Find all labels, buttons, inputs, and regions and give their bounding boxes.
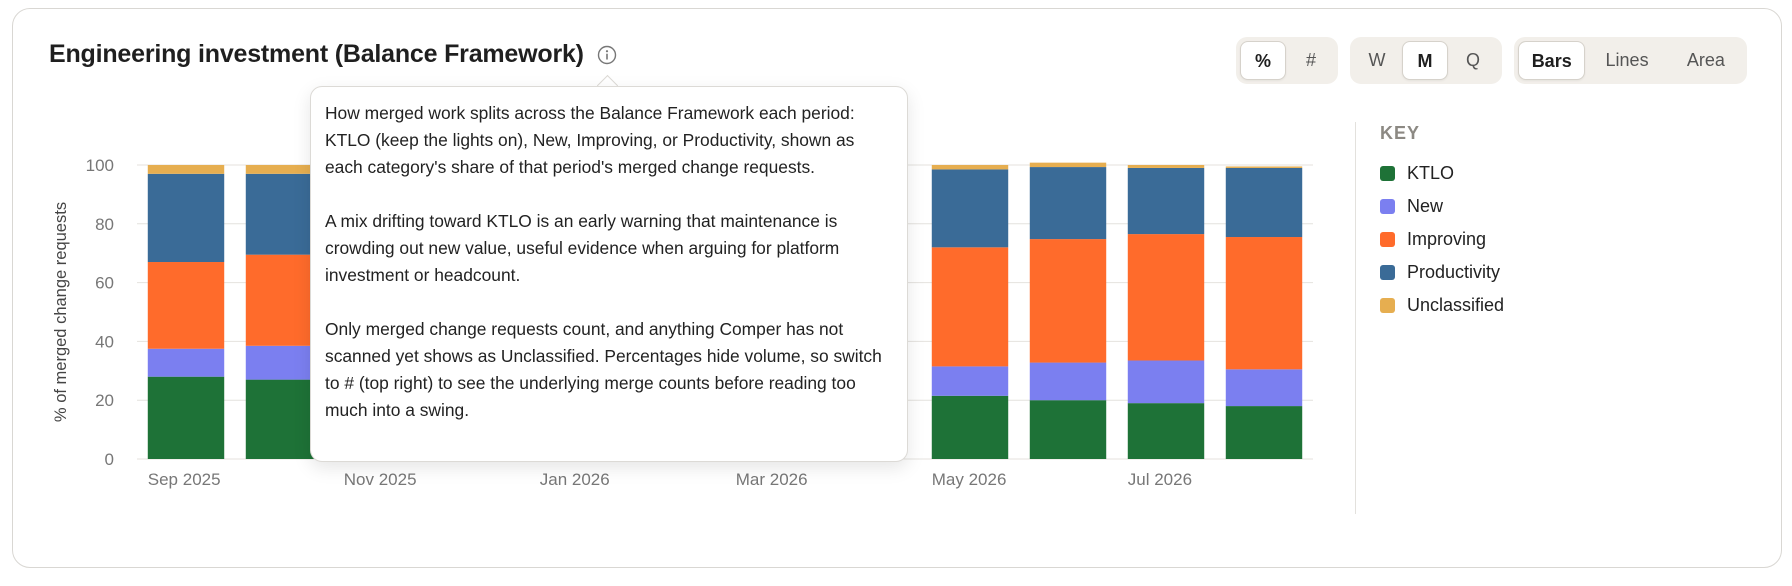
y-tick-label: 100 [86,156,114,175]
bar-segment-new [1225,369,1303,407]
key-swatch [1380,165,1395,181]
x-tick-label: Jan 2026 [540,470,610,489]
key-label: Unclassified [1407,294,1505,315]
bar-segment-productivity [1127,167,1205,235]
bar-segment-unclassified [931,165,1009,170]
bar-segment-ktlo [1225,406,1303,459]
chart-title: Engineering investment (Balance Framewor… [49,40,584,68]
bar-segment-unclassified [147,165,225,174]
key-swatch [1380,264,1395,280]
chart-type-bars-button[interactable]: Bars [1518,41,1586,80]
bar-segment-ktlo [1127,403,1205,459]
info-icon[interactable] [597,45,617,65]
units-percent-button[interactable]: % [1240,41,1286,80]
bar-segment-ktlo [1029,400,1107,459]
granularity-toggle: W M Q [1350,37,1502,84]
y-tick-label: 60 [95,274,114,293]
x-tick-label: Jul 2026 [1128,470,1192,489]
bar-segment-productivity [1225,167,1303,238]
bar-segment-unclassified [1225,166,1303,168]
key-item-new: New [1380,194,1443,218]
bar-segment-improving [1225,237,1303,370]
key-title: KEY [1380,123,1421,143]
key-label: New [1407,195,1444,216]
units-toggle: % # [1236,37,1338,84]
bar-segment-improving [1127,234,1205,361]
x-tick-label: May 2026 [932,470,1007,489]
x-tick-label: Sep 2025 [148,470,221,489]
tooltip-paragraph: How merged work splits across the Balanc… [325,103,855,177]
key-swatch [1380,198,1395,214]
granularity-week-button[interactable]: W [1368,50,1386,70]
granularity-month-button[interactable]: M [1402,41,1448,80]
key-swatch [1380,231,1395,247]
units-count-button[interactable]: # [1305,50,1316,70]
tooltip-paragraph: A mix drifting toward KTLO is an early w… [325,211,840,285]
bar-segment-improving [931,247,1009,367]
key-item-ktlo: KTLO [1380,161,1454,185]
bar-segment-productivity [1029,167,1107,240]
chart-type-lines-button[interactable]: Lines [1605,50,1649,70]
y-tick-label: 80 [95,215,114,234]
bar-segment-unclassified [245,165,323,174]
chart-type-area-button[interactable]: Area [1686,50,1725,70]
bar-segment-new [245,345,323,380]
bar-segment-unclassified [1127,165,1205,168]
bar-segment-new [147,348,225,377]
bar-segment-new [1029,362,1107,401]
x-tick-label: Mar 2026 [736,470,808,489]
tooltip-paragraph: Only merged change requests count, and a… [325,319,882,420]
key-item-productivity: Productivity [1380,260,1500,284]
bar-segment-ktlo [931,395,1009,459]
key-label: Productivity [1407,261,1501,282]
bar-segment-productivity [147,173,225,263]
bar-segment-improving [147,262,225,349]
x-tick-label: Nov 2025 [344,470,417,489]
bar-segment-productivity [245,173,323,255]
y-tick-label: 0 [105,450,114,469]
bar-segment-improving [1029,239,1107,363]
key-swatch [1380,297,1395,313]
key-item-improving: Improving [1380,227,1486,251]
bar-segment-productivity [931,169,1009,248]
key-item-unclassified: Unclassified [1380,293,1504,317]
key-divider [1355,122,1356,514]
granularity-quarter-button[interactable]: Q [1465,50,1480,70]
chart-type-toggle: Bars Lines Area [1514,37,1747,84]
key-label: Improving [1407,228,1487,249]
y-axis-label: % of merged change requests [52,202,70,422]
bar-segment-unclassified [1029,162,1107,168]
bar-segment-ktlo [147,376,225,459]
key-label: KTLO [1407,162,1455,183]
info-tooltip: How merged work splits across the Balanc… [310,86,908,462]
bar-segment-improving [245,254,323,346]
y-tick-label: 20 [95,391,114,410]
bar-segment-new [1127,360,1205,404]
y-tick-label: 40 [95,332,114,351]
bar-segment-new [931,366,1009,396]
bar-segment-ktlo [245,379,323,459]
